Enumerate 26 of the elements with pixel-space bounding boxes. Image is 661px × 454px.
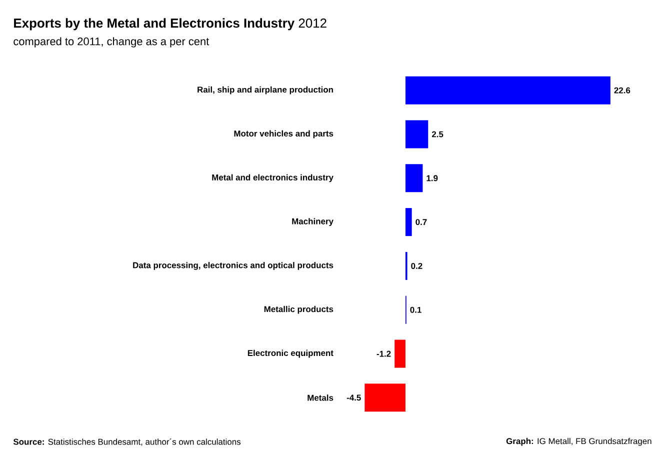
y-tick-label: Metals: [308, 394, 334, 401]
y-tick-label: Motor vehicles and parts: [234, 130, 334, 138]
data-label: -4.5: [346, 394, 361, 401]
text: Source: Statistisches Bundesamt, author´s own calculations: [13, 438, 241, 446]
y-tick-label: Rail, ship and airplane production: [198, 86, 333, 94]
data-label: 0.2: [411, 262, 422, 269]
y-tick-label: Machinery: [292, 218, 334, 226]
y-tick-label: Electronic equipment: [248, 350, 334, 358]
bar: [405, 76, 610, 104]
data-label: 0.7: [416, 219, 427, 226]
y-tick-label: Metallic products: [264, 306, 334, 314]
text: Exports by the Metal and Electronics Industry 2012: [14, 18, 326, 30]
bar: [405, 120, 428, 148]
data-label: 2.5: [432, 131, 444, 138]
data-label: 1.9: [426, 175, 438, 182]
y-tick-label: Metal and electronics industry: [212, 174, 334, 182]
bar: [405, 164, 423, 192]
bar: [394, 340, 406, 368]
data-label: 22.6: [614, 87, 630, 94]
data-label: -1.2: [376, 350, 391, 357]
text: compared to 2011, change as a per cent: [14, 37, 210, 48]
data-label: 0.1: [410, 306, 422, 313]
bar: [405, 208, 412, 236]
bar: [364, 384, 406, 412]
y-tick-label: Data processing, electronics and optical products: [133, 262, 334, 270]
text: Graph: IG Metall, FB Grundsatzfragen: [506, 438, 652, 446]
